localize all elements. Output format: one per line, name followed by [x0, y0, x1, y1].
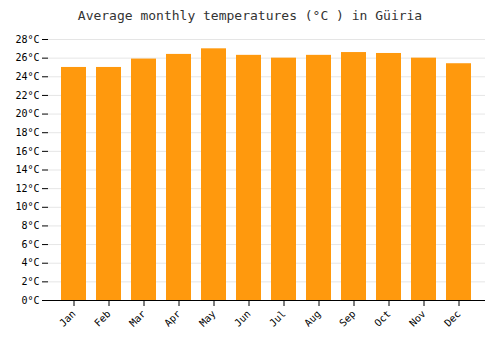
svg-text:18°C: 18°C — [15, 127, 39, 138]
svg-text:Dec: Dec — [442, 308, 463, 329]
svg-text:28°C: 28°C — [15, 34, 39, 45]
svg-text:14°C: 14°C — [15, 164, 39, 175]
svg-text:0°C: 0°C — [21, 295, 39, 306]
svg-text:May: May — [197, 308, 218, 329]
svg-text:Jun: Jun — [232, 308, 253, 329]
svg-text:2°C: 2°C — [21, 276, 39, 287]
svg-text:22°C: 22°C — [15, 90, 39, 101]
svg-text:10°C: 10°C — [15, 201, 39, 212]
svg-text:8°C: 8°C — [21, 220, 39, 231]
svg-text:Apr: Apr — [162, 308, 183, 329]
svg-text:4°C: 4°C — [21, 257, 39, 268]
svg-text:12°C: 12°C — [15, 183, 39, 194]
svg-text:6°C: 6°C — [21, 239, 39, 250]
svg-text:Oct: Oct — [372, 308, 393, 329]
svg-text:26°C: 26°C — [15, 52, 39, 63]
svg-text:Sep: Sep — [337, 308, 358, 329]
svg-text:24°C: 24°C — [15, 71, 39, 82]
svg-text:Nov: Nov — [407, 308, 428, 329]
svg-text:16°C: 16°C — [15, 146, 39, 157]
svg-text:20°C: 20°C — [15, 108, 39, 119]
svg-text:Feb: Feb — [92, 308, 113, 329]
svg-text:Aug: Aug — [302, 308, 323, 329]
svg-text:Jan: Jan — [57, 308, 78, 329]
svg-text:Mar: Mar — [127, 308, 148, 329]
svg-text:Jul: Jul — [267, 308, 288, 329]
html-text:Average monthly temperatures (: Average monthly temperatures (°C ) in Gü… — [77, 8, 423, 23]
